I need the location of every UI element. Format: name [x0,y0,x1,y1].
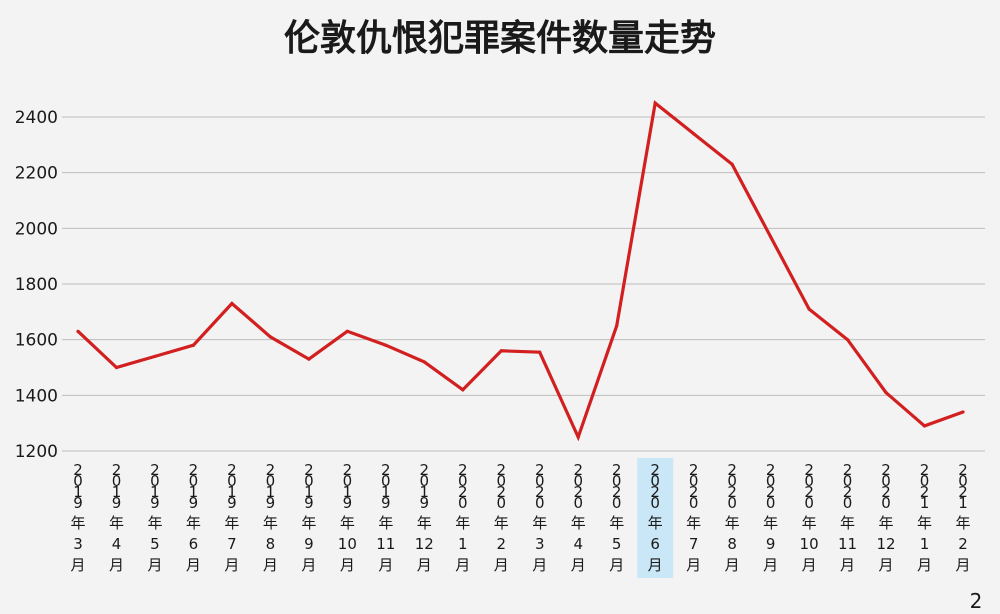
series-layer [76,100,965,442]
gridlines [62,116,985,452]
corner-mark: 2 [970,589,983,613]
highlight-layer [637,458,674,578]
category-highlight [637,458,674,578]
data-point [845,338,850,342]
y-tick-label: 2000 [15,219,58,239]
y-axis-ticks: 1200 1400 1600 1800 2000 2200 2400 [15,108,58,462]
y-tick-label: 2200 [15,164,58,184]
x-tick-label: 2 0 1 9 年 10 月 [338,461,357,574]
data-point [384,343,388,347]
data-point [576,435,580,439]
data-point [307,357,311,361]
y-tick-label: 1200 [15,442,58,462]
data-point [769,235,773,239]
data-point [961,410,965,414]
data-point [692,132,696,136]
data-point [114,365,119,370]
x-tick-label: 2 0 1 9 年 11 月 [376,461,395,574]
y-tick-label: 1800 [15,275,58,295]
data-point [807,307,811,311]
data-point [153,354,157,358]
data-point [76,329,80,333]
x-tick-label: 2 0 2 0 年 12 月 [876,461,895,574]
x-axis-ticks: 2 0 1 9 年 3 月 2 0 1 9 年 4 月 2 0 1 9 年 5 月 2 0 1 9 年 6 月 2 0 1 9 年 7 月 2 0 1 9 年… [70,461,970,574]
data-point [615,324,619,328]
x-tick-label: 2 0 2 0 年 11 月 [838,461,857,574]
data-point [345,329,349,333]
data-point [884,390,888,395]
y-tick-label: 1400 [15,386,58,406]
data-point [230,301,234,306]
data-point [268,335,272,339]
data-point [499,349,503,353]
data-point [922,424,927,428]
x-tick-label: 2 0 1 9 年 12 月 [415,461,434,574]
x-tick-label: 2 0 2 0 年 10 月 [800,461,819,574]
data-point [191,343,196,347]
data-point [422,360,426,364]
chart-title: 伦敦仇恨犯罪案件数量走势 [284,17,716,59]
data-point [461,388,465,392]
y-tick-label: 2400 [15,108,58,128]
data-point [730,162,734,166]
data-point [653,101,657,105]
series-line [76,100,964,442]
data-point [538,350,542,354]
y-tick-label: 1600 [15,331,58,351]
